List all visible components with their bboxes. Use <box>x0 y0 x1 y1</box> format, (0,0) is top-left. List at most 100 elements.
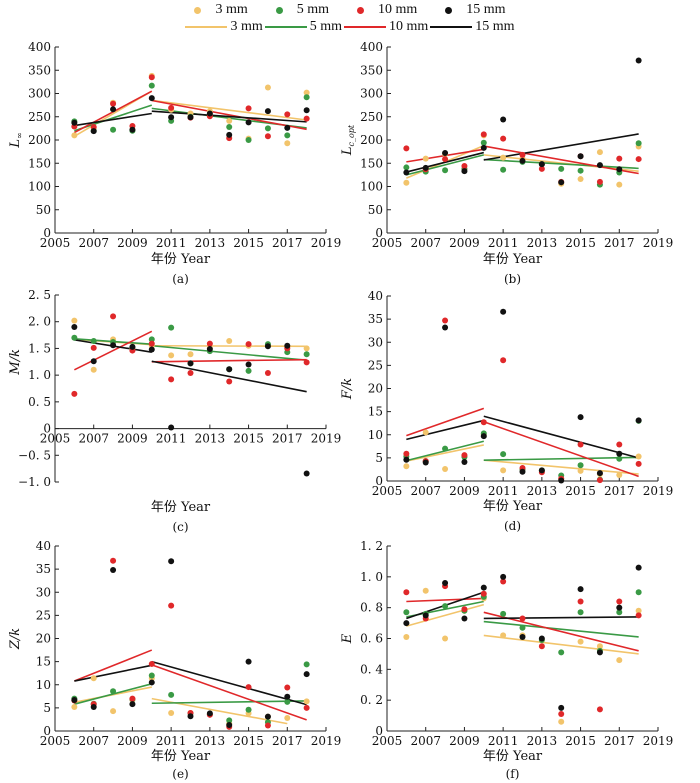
data-point-15mm <box>616 604 623 611</box>
legend-dot-icon <box>275 6 283 14</box>
x-axis-label: 年份 Year <box>151 749 211 764</box>
x-axis-label: 年份 Year <box>483 252 543 267</box>
x-tick-label: 2017 <box>272 236 303 250</box>
data-point-15mm <box>110 342 117 349</box>
y-tick-label: 1. 2 <box>360 539 383 553</box>
trend-line-15mm <box>406 419 484 441</box>
data-point-3mm <box>577 467 584 474</box>
data-point-10mm <box>129 695 136 702</box>
legend-line-icon <box>264 26 307 28</box>
y-tick-label: 350 <box>360 63 383 77</box>
x-tick-label: 2009 <box>117 734 148 748</box>
data-point-5mm <box>403 609 410 616</box>
x-tick-label: 2019 <box>311 734 342 748</box>
data-point-3mm <box>616 471 623 478</box>
data-point-5mm <box>284 132 291 139</box>
x-tick-label: 2009 <box>449 734 480 748</box>
x-tick-label: 2013 <box>195 432 226 446</box>
data-point-3mm <box>635 453 642 460</box>
data-point-15mm <box>577 586 584 593</box>
y-tick-label: 250 <box>360 110 383 124</box>
trend-line-10mm <box>151 358 307 363</box>
data-point-15mm <box>148 346 155 353</box>
y-tick-label: 0. 6 <box>360 632 383 646</box>
data-point-10mm <box>461 452 468 459</box>
chart-panel-c: −1. 0 −0. 5 0 0. 5 1. 0 1. 5 2. 0 2. 5 2005 2007 2… <box>8 288 341 534</box>
data-point-10mm <box>303 704 310 711</box>
chart-panel-f: 0 0. 2 0. 4 0. 6 0. 8 1. 0 1. 2 2005 2007 2009 201… <box>340 539 673 781</box>
x-tick-label: 2009 <box>449 236 480 250</box>
data-point-15mm <box>442 580 449 586</box>
data-point-10mm <box>148 660 155 667</box>
y-tick-label: 50 <box>368 203 383 217</box>
y-tick-label: 1. 5 <box>28 341 51 355</box>
y-tick-label: 20 <box>368 382 383 396</box>
data-point-15mm <box>206 110 213 117</box>
y-axis-label: Z/k <box>8 628 23 650</box>
data-point-5mm <box>264 125 271 132</box>
y-tick-label: 1. 0 <box>28 368 51 382</box>
data-point-15mm <box>403 620 410 627</box>
data-point-15mm <box>500 116 507 123</box>
legend-dot-icon <box>357 6 364 14</box>
data-point-15mm <box>422 459 429 466</box>
legend-point-5mm: 5 mm <box>275 2 329 18</box>
data-point-15mm <box>635 57 642 64</box>
data-point-5mm <box>110 688 117 695</box>
data-point-5mm <box>226 123 233 130</box>
data-point-3mm <box>500 467 507 474</box>
data-point-15mm <box>500 308 507 315</box>
y-tick-label: 0. 5 <box>28 395 51 409</box>
data-point-5mm <box>577 609 584 616</box>
data-point-3mm <box>71 317 78 324</box>
y-tick-label: 0 <box>375 474 383 488</box>
data-point-10mm <box>245 341 252 348</box>
data-point-3mm <box>616 181 623 188</box>
data-point-3mm <box>422 587 429 594</box>
data-point-10mm <box>148 74 155 81</box>
data-point-10mm <box>500 135 507 142</box>
x-tick-label: 2007 <box>410 734 441 748</box>
y-axis-label-subscript: c_opt <box>347 124 356 146</box>
data-point-15mm <box>616 166 623 173</box>
y-tick-label: 200 <box>360 133 383 147</box>
y-tick-label: 2. 0 <box>28 315 51 329</box>
data-point-5mm <box>148 82 155 89</box>
data-point-3mm <box>168 709 175 716</box>
data-point-15mm <box>90 358 97 365</box>
data-point-15mm <box>168 558 175 565</box>
y-tick-label: 5 <box>43 701 51 715</box>
x-tick-label: 2013 <box>195 236 226 250</box>
data-point-5mm <box>442 445 449 452</box>
x-axis-label: 年份 Year <box>151 252 211 267</box>
x-tick-label: 2007 <box>78 236 109 250</box>
y-tick-label: 30 <box>368 335 383 349</box>
data-point-3mm <box>284 140 291 147</box>
data-point-5mm <box>71 334 78 341</box>
data-point-10mm <box>480 419 487 426</box>
legend: 3 mm 5 mm 10 mm 15 mm 3 mm 5 mm 10 mm 15… <box>0 0 700 36</box>
data-point-5mm <box>500 610 507 617</box>
trend-line-5mm <box>483 456 639 461</box>
data-point-15mm <box>635 417 642 424</box>
data-point-5mm <box>303 351 310 358</box>
data-point-10mm <box>403 589 410 596</box>
y-axis-label-subscript: ∞ <box>15 132 24 139</box>
data-point-15mm <box>206 710 213 717</box>
data-point-10mm <box>110 100 117 107</box>
data-point-10mm <box>616 598 623 605</box>
trend-line-15mm <box>483 616 639 620</box>
y-axis-label: M/k <box>8 349 23 376</box>
x-tick-label: 2011 <box>156 432 187 446</box>
data-point-5mm <box>226 717 233 724</box>
data-point-15mm <box>635 564 642 571</box>
data-point-5mm <box>303 94 310 101</box>
data-point-5mm <box>500 166 507 173</box>
y-tick-label: 10 <box>36 678 51 692</box>
y-tick-label: 0. 4 <box>360 662 383 676</box>
data-point-3mm <box>577 176 584 183</box>
chart-panel-e: 0 5 10 15 20 25 30 35 40 2005 2007 2009 2011 2013 2015… <box>8 539 341 781</box>
data-point-10mm <box>635 612 642 619</box>
data-point-10mm <box>596 178 603 185</box>
